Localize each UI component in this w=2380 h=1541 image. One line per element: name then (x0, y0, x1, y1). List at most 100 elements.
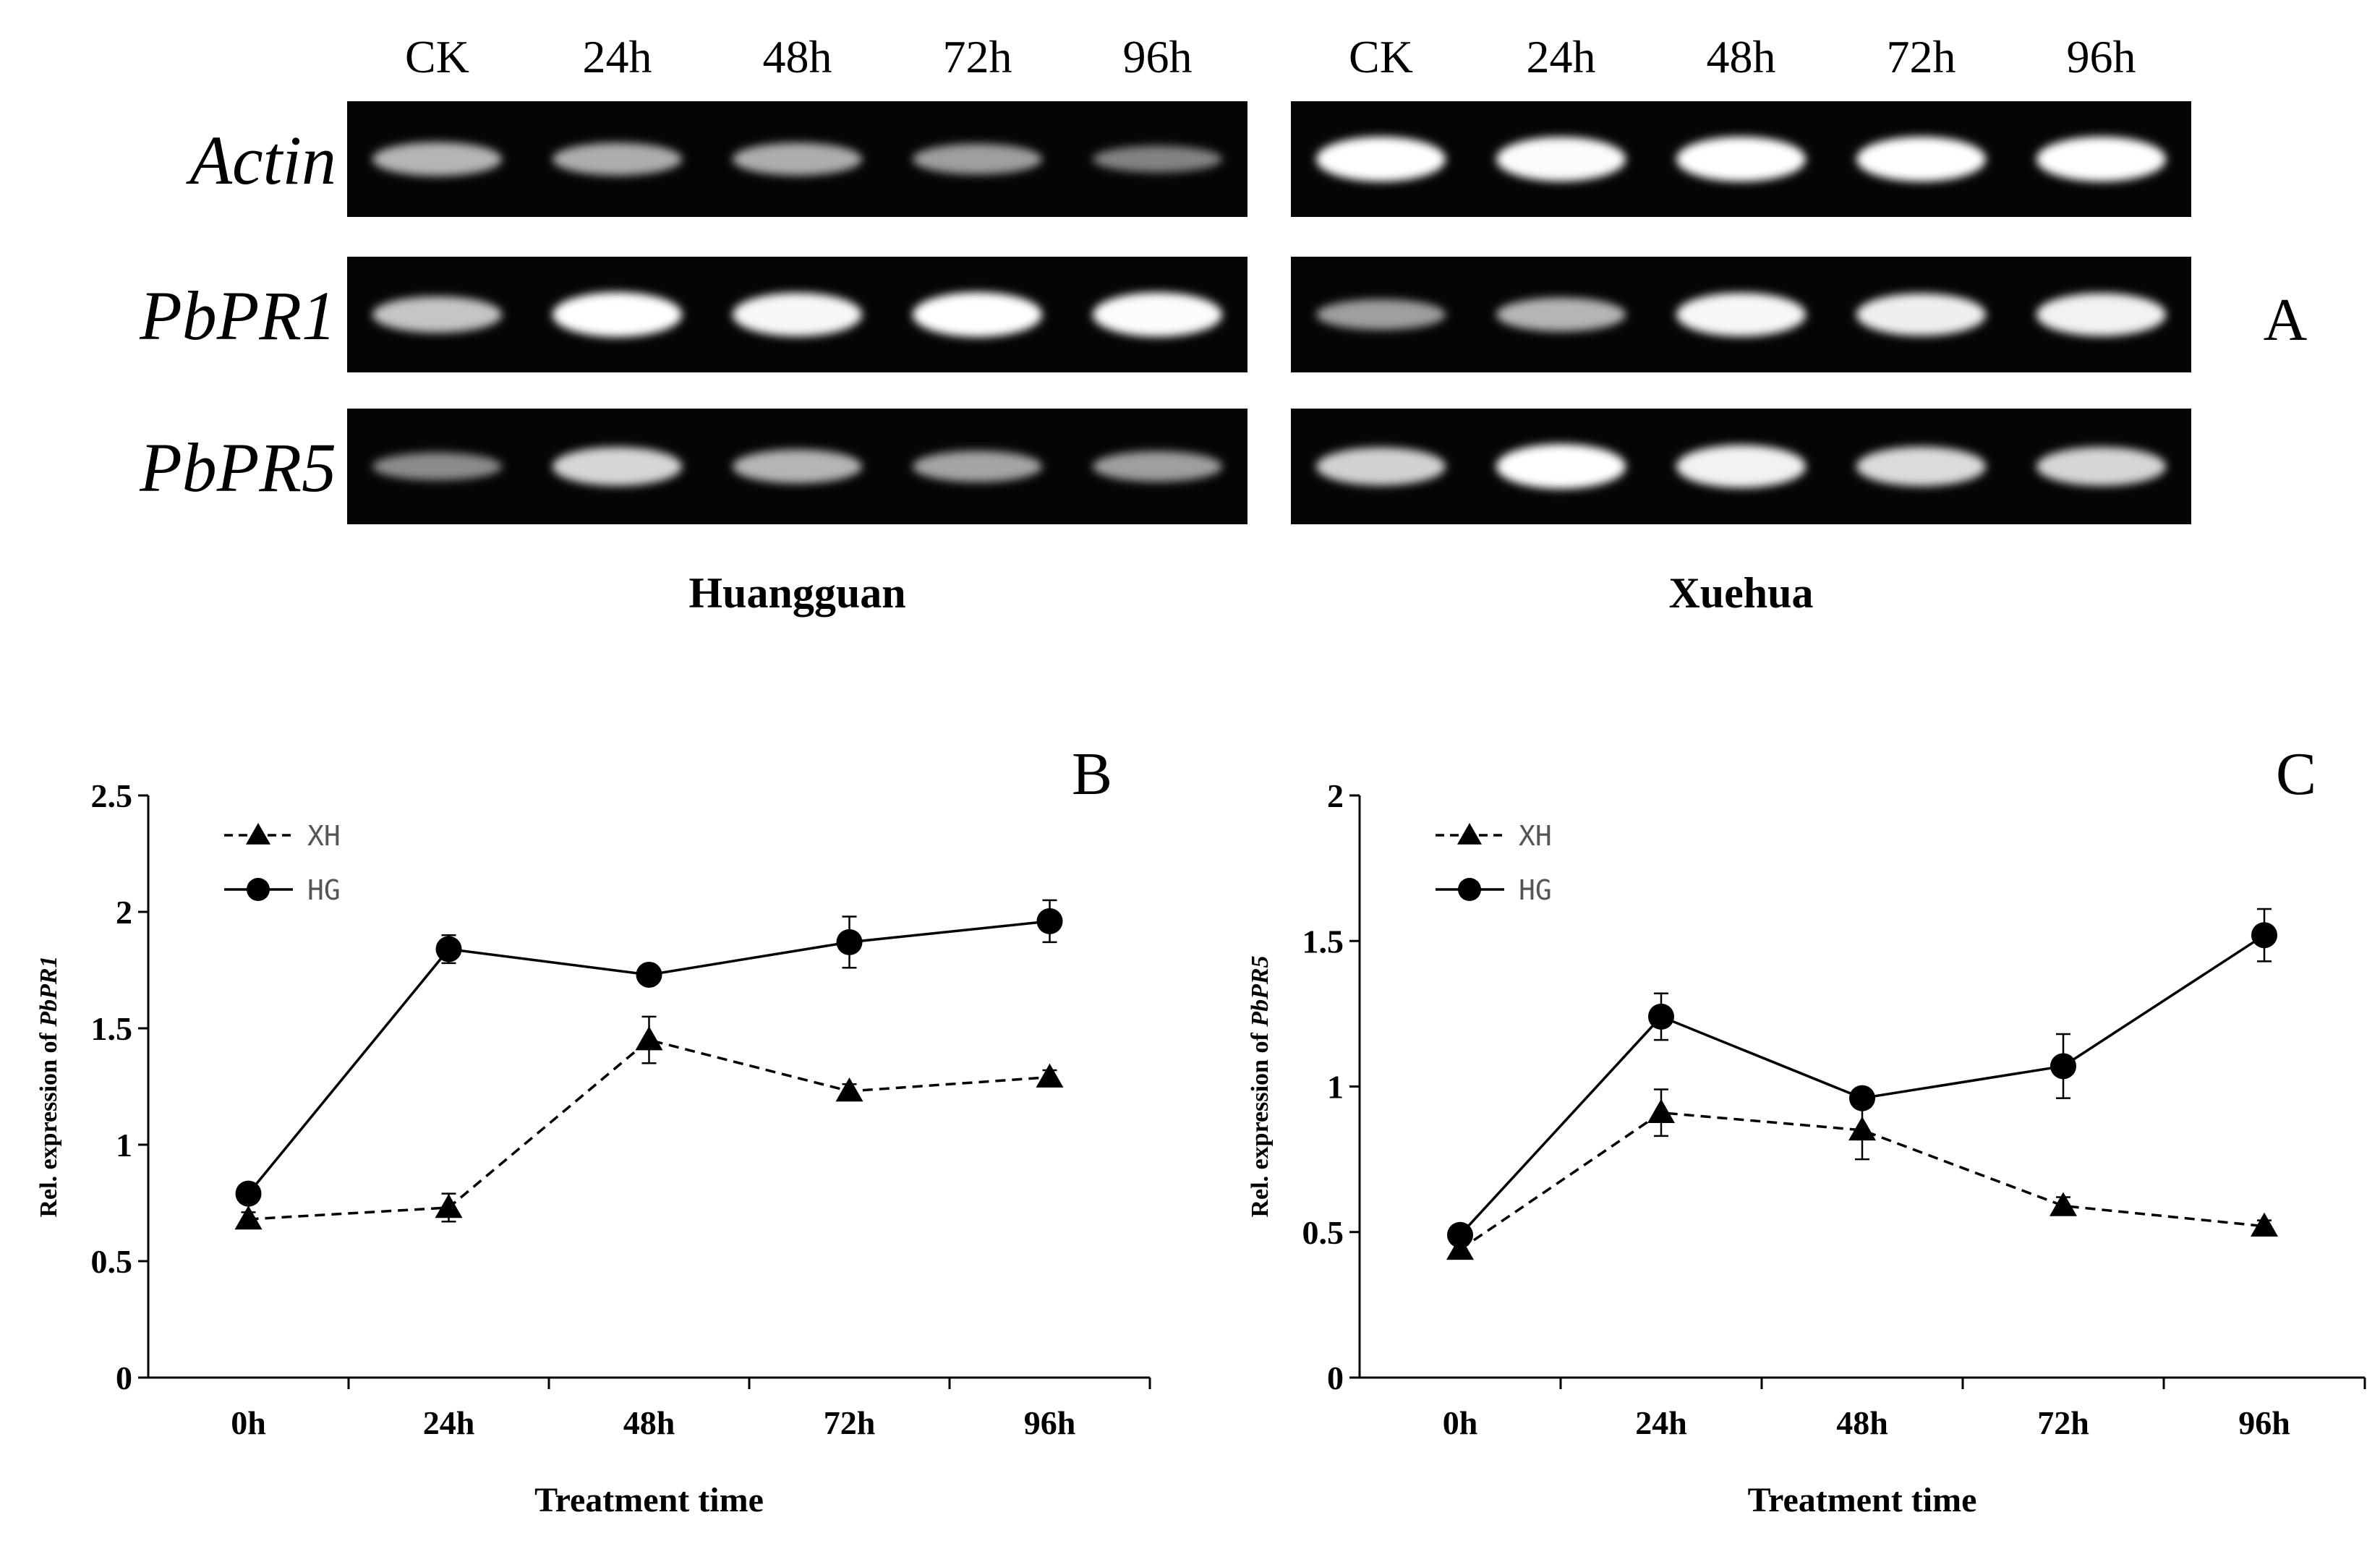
gel-band (1676, 292, 1807, 337)
gel-band (912, 451, 1043, 482)
chart-panel-b: B 0 0.5 1 1.5 2 2.5 0h 24h 48h 72h 96h Treatment tim… (35, 740, 1151, 1519)
legend-entry: XH (1436, 820, 1552, 852)
gel-lane-label: 24h (1527, 31, 1596, 82)
gel-band (372, 296, 503, 333)
y-axis-title-prefix: Rel. expression of (35, 1027, 62, 1218)
x-tick-label: 0h (231, 1404, 266, 1441)
gel-band (1856, 293, 1987, 336)
gel-band (732, 142, 863, 176)
data-point-circle (2050, 1053, 2076, 1080)
y-axis-title: Rel. expression of PbPR1 (35, 955, 62, 1217)
data-point-circle (1648, 1003, 1674, 1030)
gel-band (1676, 445, 1807, 488)
y-tick-label: 2 (1327, 777, 1344, 814)
gel-band (732, 449, 863, 484)
panel-letter: C (2276, 740, 2316, 808)
legend-label: XH (1519, 820, 1552, 852)
x-tick-label: 96h (1024, 1404, 1076, 1441)
panel-letter: B (1072, 740, 1112, 808)
y-tick-label: 2.5 (91, 777, 133, 814)
x-tick-label: 96h (2238, 1404, 2290, 1441)
series-line (1459, 934, 2265, 1236)
x-tick-label: 72h (824, 1404, 876, 1441)
gel-band (1496, 137, 1626, 182)
gel-band (1315, 299, 1446, 330)
gel-band (912, 292, 1043, 337)
gel-lane-labels: CK 24h 48h 72h 96h CK 24h 48h 72h 96h (405, 31, 2136, 82)
y-axis-title: Rel. expression of PbPR5 (1247, 955, 1274, 1217)
gel-lane-label: 72h (1887, 31, 1956, 82)
x-tick-label: 72h (2037, 1404, 2089, 1441)
panel-letter-a: A (2264, 286, 2308, 354)
series-HG (1447, 908, 2277, 1248)
gel-band (552, 292, 683, 337)
data-point-triangle (835, 1077, 863, 1102)
gel-band (2036, 447, 2167, 486)
legend-label: HG (1519, 874, 1552, 906)
gel-band (1092, 451, 1223, 482)
gel-band (1496, 297, 1626, 332)
legend: XH HG (1436, 820, 1552, 906)
y-tick-label: 1 (1327, 1069, 1344, 1106)
gel-band (1315, 137, 1446, 182)
gel-gene-label: Actin (185, 121, 336, 199)
data-point-circle (836, 929, 863, 955)
x-axis-title: Treatment time (534, 1481, 764, 1519)
legend-marker-circle (247, 878, 270, 901)
gel-gene-labels: Actin PbPR1 PbPR5 (139, 121, 336, 506)
gel-band (1315, 447, 1446, 486)
y-tick-label: 1.5 (1302, 923, 1344, 960)
data-point-circle (636, 961, 662, 988)
gel-images (347, 101, 2191, 524)
gel-gene-label: PbPR5 (139, 429, 336, 506)
legend: XH HG (224, 820, 341, 906)
gel-lane-label: 72h (943, 31, 1012, 82)
data-point-triangle (2251, 1212, 2278, 1237)
gel-lane-label: 96h (2067, 31, 2136, 82)
y-axis-title-prefix: Rel. expression of (1247, 1027, 1274, 1218)
gel-band (372, 142, 503, 176)
y-tick-label: 2 (116, 894, 132, 931)
legend-label: HG (307, 874, 341, 906)
y-tick-label: 1 (116, 1127, 132, 1164)
series-XH (1446, 1088, 2278, 1260)
gel-lane-label: 24h (583, 31, 652, 82)
y-tick-label: 0 (1327, 1359, 1344, 1396)
y-tick-label: 1.5 (91, 1010, 133, 1047)
gel-band (1856, 446, 1987, 487)
data-point-triangle (1848, 1116, 1876, 1141)
gel-band (1092, 292, 1223, 337)
data-point-triangle (635, 1026, 663, 1051)
data-point-circle (2251, 922, 2277, 949)
data-point-triangle (435, 1193, 463, 1218)
y-axis-title-gene: PbPR1 (35, 955, 62, 1027)
gel-band (2036, 137, 2167, 182)
gel-band (552, 142, 683, 176)
legend-entry: HG (224, 874, 341, 906)
gel-band (1092, 145, 1223, 173)
legend-marker-triangle (1457, 823, 1482, 845)
y-tick-label: 0.5 (1302, 1214, 1344, 1251)
data-point-circle (235, 1180, 262, 1207)
x-tick-label: 24h (1635, 1404, 1687, 1441)
series-line (248, 1038, 1050, 1221)
data-point-triangle (1647, 1098, 1675, 1123)
gel-gene-label: PbPR1 (139, 277, 336, 354)
chart-panel-c: C 0 0.5 1 1.5 2 0h 24h 48h 72h 96h Treatment time Re… (1247, 740, 2366, 1519)
gel-lane-label: CK (405, 31, 469, 82)
x-tick-label: 48h (623, 1404, 675, 1441)
gel-cultivar-labels: Huangguan Xuehua (688, 569, 1813, 617)
gel-band (1496, 444, 1626, 489)
gel-band (732, 292, 863, 337)
legend-entry: HG (1436, 874, 1552, 906)
gel-lane-label: CK (1349, 31, 1413, 82)
gel-lane-label: 96h (1123, 31, 1193, 82)
gel-band (2036, 293, 2167, 336)
data-point-circle (1036, 908, 1063, 934)
data-point-triangle (234, 1205, 263, 1230)
legend-entry: XH (224, 820, 341, 852)
gel-lane-label: 48h (1707, 31, 1776, 82)
y-tick-label: 0 (116, 1359, 132, 1396)
series-HG (235, 899, 1063, 1207)
gel-band (912, 143, 1043, 175)
